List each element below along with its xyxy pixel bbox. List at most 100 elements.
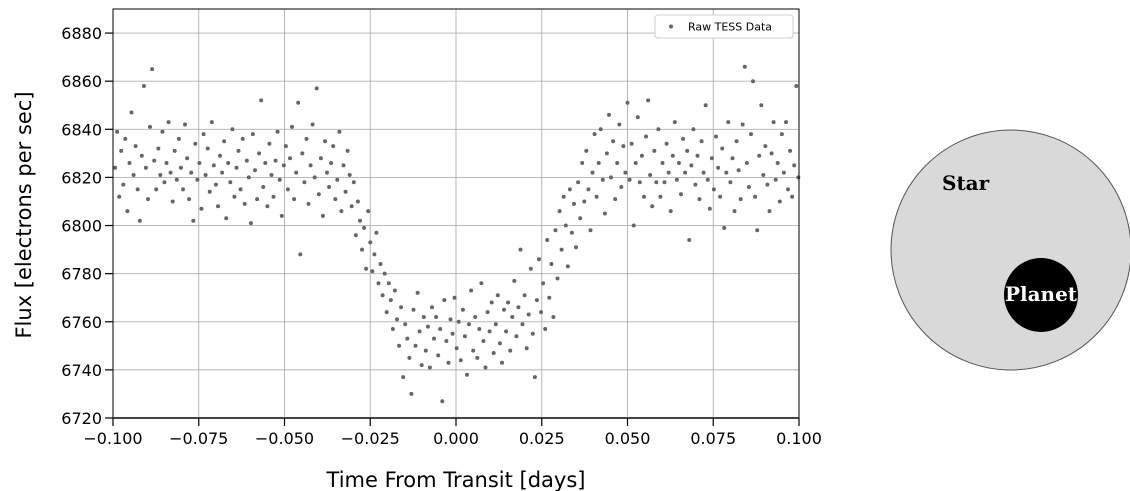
data-point [685, 148, 690, 153]
data-point [753, 194, 758, 199]
data-point [648, 173, 653, 177]
data-point [738, 197, 743, 202]
data-point [174, 177, 179, 182]
data-point [794, 84, 799, 88]
data-point [370, 269, 375, 274]
legend-box [654, 14, 794, 39]
data-point [331, 144, 336, 149]
data-point [446, 360, 451, 365]
data-point [378, 262, 383, 266]
x-tick-label: 0.100 [776, 429, 822, 448]
data-point [576, 180, 581, 185]
y-tick-label: 6720 [61, 409, 102, 428]
data-point [625, 100, 630, 105]
data-point [234, 165, 239, 170]
data-point [316, 192, 321, 197]
data-point [559, 247, 564, 252]
data-point [133, 144, 138, 149]
data-point [335, 177, 340, 182]
data-point [395, 317, 399, 322]
data-point [409, 391, 414, 396]
data-point [553, 228, 558, 233]
data-point [769, 151, 774, 156]
data-point [285, 187, 290, 192]
data-point [483, 365, 488, 370]
data-point [125, 209, 130, 214]
data-point [539, 310, 544, 315]
data-point [353, 233, 358, 238]
data-point [600, 177, 605, 182]
data-point [135, 187, 140, 192]
data-point [658, 194, 663, 199]
legend-label: Raw TESS Data [688, 21, 772, 34]
data-point [775, 161, 780, 165]
data-point [273, 158, 278, 163]
data-point [168, 170, 173, 175]
x-tick-label: −0.050 [255, 429, 314, 448]
data-point [195, 177, 200, 182]
data-point [757, 153, 762, 158]
data-point [489, 300, 494, 305]
data-point [676, 161, 681, 165]
x-tick-label: 0.025 [519, 429, 565, 448]
data-point [504, 329, 509, 334]
data-point [131, 173, 136, 177]
data-point [742, 64, 747, 69]
data-point [121, 182, 126, 187]
data-point [662, 180, 667, 185]
data-point [178, 165, 183, 170]
data-point [551, 315, 556, 319]
data-point [465, 372, 469, 377]
data-point [475, 355, 480, 360]
data-point [117, 194, 122, 199]
data-point [183, 122, 187, 127]
data-point [143, 165, 148, 170]
data-point [699, 139, 704, 144]
data-point [582, 199, 587, 204]
data-point [598, 127, 603, 132]
data-point [693, 182, 698, 187]
data-point [137, 218, 142, 223]
data-point [230, 127, 235, 132]
data-point [218, 153, 222, 158]
data-point [516, 305, 521, 310]
data-point [302, 180, 307, 185]
data-point [156, 146, 161, 151]
data-point [749, 132, 753, 137]
data-point [629, 141, 634, 146]
data-point [714, 134, 718, 139]
data-point [652, 148, 657, 153]
data-point [154, 187, 159, 192]
data-point [458, 358, 463, 363]
data-point [294, 170, 299, 175]
data-point [139, 153, 144, 158]
data-point [123, 136, 128, 141]
data-point [473, 315, 478, 319]
data-point [438, 327, 443, 331]
data-point [181, 187, 185, 192]
data-point [355, 199, 360, 204]
data-point [709, 156, 714, 161]
data-point [695, 153, 700, 158]
light-curve-plot: −0.100 −0.075 −0.050 −0.025 0.000 0.025 0.050 0… [12, 8, 822, 491]
data-point [279, 213, 284, 218]
data-point [351, 180, 356, 185]
data-point [232, 194, 237, 199]
data-point [792, 163, 797, 168]
data-point [362, 225, 367, 230]
data-point [541, 281, 546, 286]
data-point [471, 348, 476, 353]
data-point [421, 315, 426, 319]
data-point [674, 177, 679, 182]
data-point [150, 67, 155, 72]
data-point [497, 341, 502, 346]
data-point [417, 329, 422, 334]
data-point [543, 327, 548, 331]
data-point [744, 161, 749, 165]
x-tick-label: 0.075 [690, 429, 736, 448]
data-point [547, 295, 552, 300]
data-point [339, 209, 344, 214]
data-point [255, 197, 260, 202]
data-point [368, 240, 373, 245]
data-point [617, 122, 622, 127]
